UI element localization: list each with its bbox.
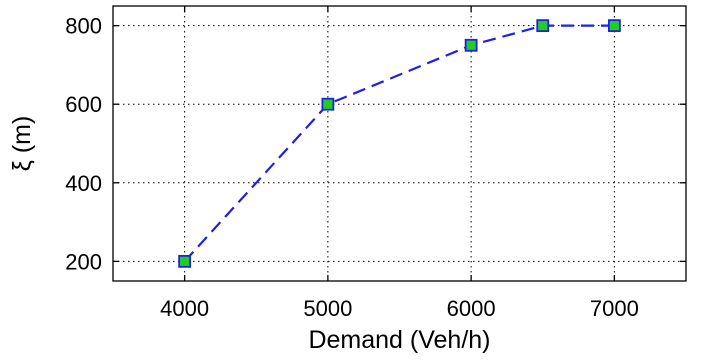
plot-frame: [112, 5, 687, 282]
data-point-marker: [464, 38, 478, 52]
plot-series: [178, 19, 621, 268]
grid-lines: [113, 6, 686, 281]
x-axis-label: Demand (Veh/h): [308, 326, 490, 354]
data-point-marker: [607, 19, 621, 33]
axis-ticks: 4000 5000 6000 7000 200 400 600 800: [65, 6, 686, 321]
data-point-marker: [536, 19, 550, 33]
y-tick-label: 600: [65, 92, 102, 117]
x-tick-label: 5000: [303, 296, 352, 321]
x-tick-label: 7000: [590, 296, 639, 321]
data-point-marker: [178, 254, 192, 268]
y-tick-label: 800: [65, 14, 102, 39]
y-axis-label: ξ (m): [8, 116, 36, 172]
y-tick-label: 400: [65, 171, 102, 196]
y-tick-label: 200: [65, 249, 102, 274]
data-point-marker: [321, 97, 335, 111]
x-tick-label: 6000: [447, 296, 496, 321]
x-tick-label: 4000: [160, 296, 209, 321]
